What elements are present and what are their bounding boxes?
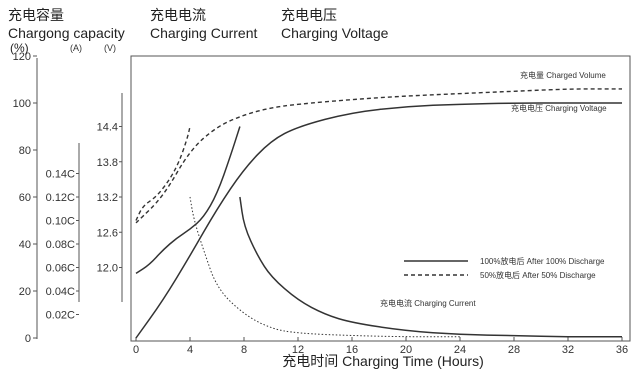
series-volume-50 xyxy=(135,88,622,224)
capacity-tick-label: 20 xyxy=(19,286,31,298)
voltage-tick-label: 13.2 xyxy=(97,192,118,204)
current-tick-label: 0.06C xyxy=(46,263,75,275)
current-tick-label: 0.08C xyxy=(46,239,75,251)
series-volume-100 xyxy=(135,102,622,339)
x-tick-label: 12 xyxy=(292,344,304,356)
legend-dashed-label: 50%放电后 After 50% Discharge xyxy=(480,270,596,280)
current-tick-label: 0.04C xyxy=(46,286,75,298)
capacity-tick-label: 100 xyxy=(13,98,31,110)
capacity-title-en: Chargong capacity xyxy=(8,25,125,41)
series-current-50 xyxy=(189,196,460,338)
annotation-charged-volume: 充电量 Charged Volume xyxy=(520,70,606,80)
current-tick-label: 0.12C xyxy=(46,192,75,204)
x-tick-label: 20 xyxy=(400,344,412,356)
voltage-tick-label: 12.6 xyxy=(97,227,118,239)
plot-frame xyxy=(130,55,631,342)
voltage-title-en: Charging Voltage xyxy=(281,25,389,41)
capacity-tick-label: 80 xyxy=(19,145,31,157)
annotation-charging-voltage: 充电电压 Charging Voltage xyxy=(511,103,607,113)
x-tick-label: 36 xyxy=(616,344,628,356)
annotation-charging-current: 充电电流 Charging Current xyxy=(380,298,476,308)
x-tick-label: 4 xyxy=(187,344,193,356)
x-tick-label: 28 xyxy=(508,344,520,356)
x-tick-label: 32 xyxy=(562,344,574,356)
current-title-cn: 充电电流 xyxy=(150,7,206,23)
series-current-100 xyxy=(239,196,622,338)
legend: 100%放电后 After 100% Discharge 50%放电后 Afte… xyxy=(404,256,605,280)
x-tick-label: 24 xyxy=(454,344,466,356)
voltage-unit: (V) xyxy=(104,43,116,53)
voltage-title-cn: 充电电压 xyxy=(281,7,337,23)
x-tick-label: 16 xyxy=(346,344,358,356)
voltage-tick-label: 12.0 xyxy=(97,263,118,275)
series-voltage-50 xyxy=(135,126,191,221)
current-tick-label: 0.10C xyxy=(46,216,75,228)
capacity-tick-label: 40 xyxy=(19,239,31,251)
voltage-tick-label: 13.8 xyxy=(97,157,118,169)
capacity-title-cn: 充电容量 xyxy=(8,7,64,23)
current-unit: (A) xyxy=(70,43,82,53)
current-tick-label: 0.02C xyxy=(46,310,75,322)
capacity-tick-label: 120 xyxy=(13,51,31,63)
x-tick-label: 8 xyxy=(241,344,247,356)
current-tick-label: 0.14C xyxy=(46,169,75,181)
legend-solid-label: 100%放电后 After 100% Discharge xyxy=(480,256,605,266)
x-tick-label: 0 xyxy=(133,344,139,356)
axis-ticks: 0 4 8 12 16 20 24 28 32 36 0 20 40 60 80 100 120 0.02C 0.0… xyxy=(13,51,628,356)
capacity-tick-label: 0 xyxy=(25,333,31,345)
capacity-unit: (%) xyxy=(10,41,29,55)
voltage-tick-label: 14.4 xyxy=(97,122,118,134)
x-axis-title: 充电时间 Charging Time (Hours) xyxy=(282,353,484,369)
series-layer xyxy=(135,88,622,339)
capacity-tick-label: 60 xyxy=(19,192,31,204)
series-voltage-100 xyxy=(135,126,241,275)
current-title-en: Charging Current xyxy=(150,25,257,41)
